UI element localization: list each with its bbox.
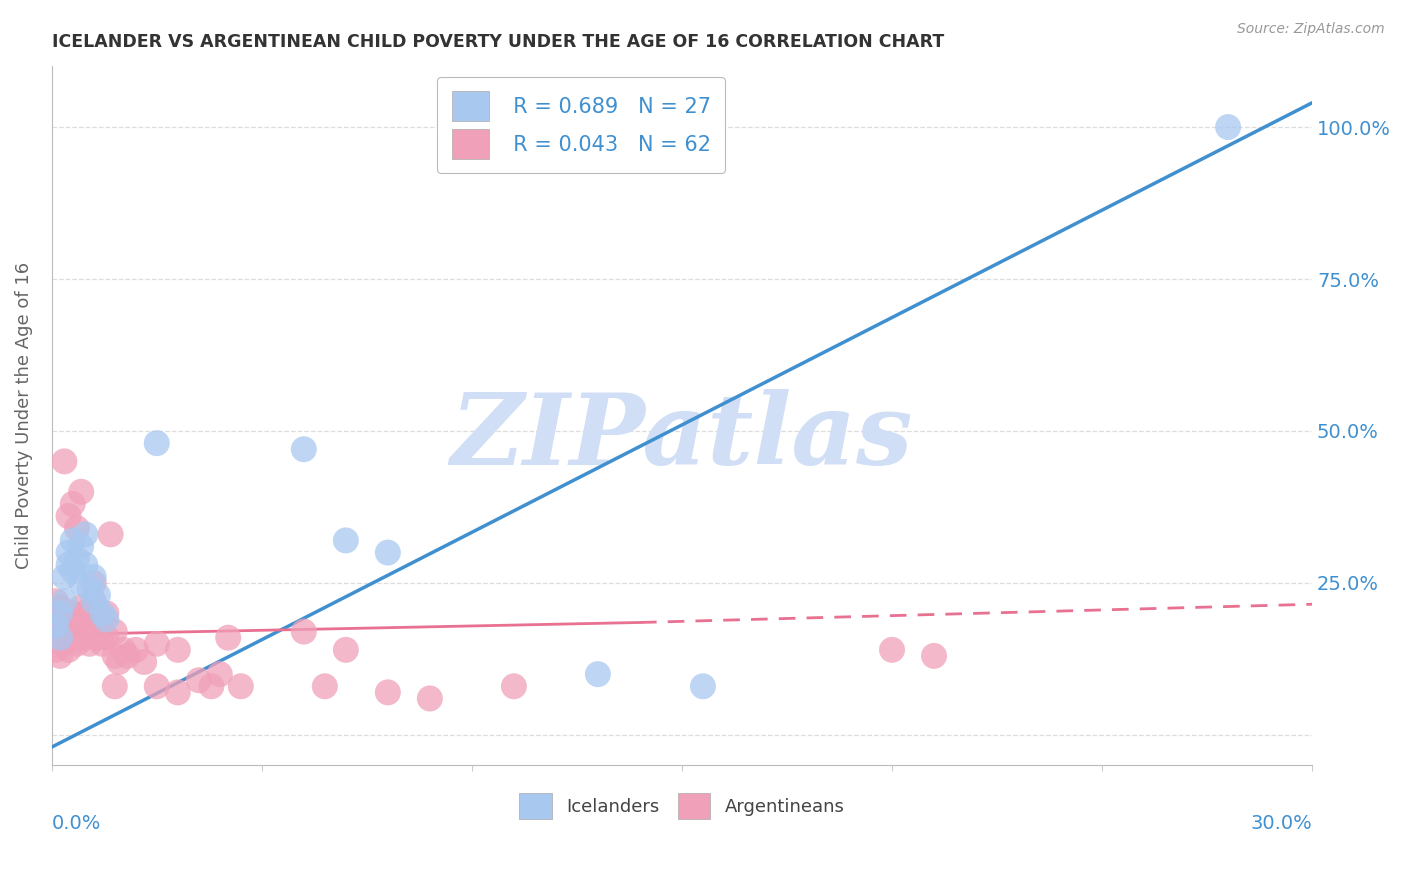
Point (112, 643, 135, 657)
Point (377, 545, 399, 559)
Point (49, 631, 72, 645)
Point (45, 594, 67, 608)
Point (187, 673, 209, 688)
Point (62, 607, 84, 621)
Point (292, 624, 315, 639)
Point (692, 679, 714, 693)
Point (586, 667, 609, 681)
Point (96, 631, 118, 645)
Point (83, 594, 105, 608)
Point (70, 484, 93, 499)
Point (49, 631, 72, 645)
Point (62, 497, 84, 511)
Point (70, 576, 93, 591)
Point (62, 533, 84, 548)
Point (45, 618, 67, 632)
Point (104, 679, 127, 693)
Point (292, 442, 315, 457)
Point (125, 643, 148, 657)
Point (45, 607, 67, 621)
Point (87, 607, 110, 621)
Point (58, 509, 80, 524)
Point (87, 631, 110, 645)
Point (58, 624, 80, 639)
Point (335, 533, 357, 548)
Text: Source: ZipAtlas.com: Source: ZipAtlas.com (1237, 22, 1385, 37)
Point (58, 558, 80, 572)
Point (87, 588, 110, 602)
Point (75, 631, 97, 645)
Text: 0.0%: 0.0% (52, 814, 101, 833)
Point (91, 612, 114, 626)
Point (66, 612, 89, 626)
Point (70, 624, 93, 639)
Point (146, 436, 169, 450)
Point (45, 643, 67, 657)
Point (66, 551, 89, 566)
Point (66, 521, 89, 535)
Y-axis label: Child Poverty Under the Age of 16: Child Poverty Under the Age of 16 (15, 262, 32, 569)
Point (377, 685, 399, 699)
Point (117, 648, 139, 663)
Text: ICELANDER VS ARGENTINEAN CHILD POVERTY UNDER THE AGE OF 16 CORRELATION CHART: ICELANDER VS ARGENTINEAN CHILD POVERTY U… (52, 33, 943, 51)
Point (62, 631, 84, 645)
Point (314, 679, 336, 693)
Point (75, 558, 97, 572)
Point (108, 655, 131, 669)
Point (83, 624, 105, 639)
Point (83, 594, 105, 608)
Point (146, 637, 169, 651)
Point (53, 637, 76, 651)
Point (96, 612, 118, 626)
Point (58, 643, 80, 657)
Point (419, 691, 441, 706)
Point (200, 679, 222, 693)
Point (1216, 120, 1239, 134)
Point (335, 643, 357, 657)
Point (75, 527, 97, 541)
Point (100, 527, 122, 541)
Point (146, 679, 169, 693)
Point (880, 643, 903, 657)
Point (166, 685, 188, 699)
Point (83, 576, 105, 591)
Point (229, 679, 252, 693)
Point (70, 540, 93, 554)
Point (53, 454, 76, 468)
Text: 30.0%: 30.0% (1250, 814, 1312, 833)
Text: ZIPatlas: ZIPatlas (451, 389, 912, 485)
Point (79, 637, 101, 651)
Point (45, 624, 67, 639)
Point (79, 582, 101, 596)
Point (217, 631, 239, 645)
Point (53, 594, 76, 608)
Point (49, 612, 72, 626)
Point (62, 564, 84, 578)
Point (502, 679, 524, 693)
Point (70, 600, 93, 615)
Point (49, 600, 72, 615)
Point (91, 637, 114, 651)
Point (49, 607, 72, 621)
Point (79, 612, 101, 626)
Point (53, 618, 76, 632)
Point (922, 648, 945, 663)
Point (58, 545, 80, 559)
Point (208, 667, 231, 681)
Point (49, 648, 72, 663)
Point (134, 655, 156, 669)
Point (53, 570, 76, 584)
Point (104, 624, 127, 639)
Point (75, 607, 97, 621)
Point (96, 607, 118, 621)
Point (83, 570, 105, 584)
Point (166, 643, 188, 657)
Point (91, 607, 114, 621)
Point (66, 637, 89, 651)
Legend: Icelanders, Argentineans: Icelanders, Argentineans (512, 786, 852, 826)
Point (104, 648, 127, 663)
